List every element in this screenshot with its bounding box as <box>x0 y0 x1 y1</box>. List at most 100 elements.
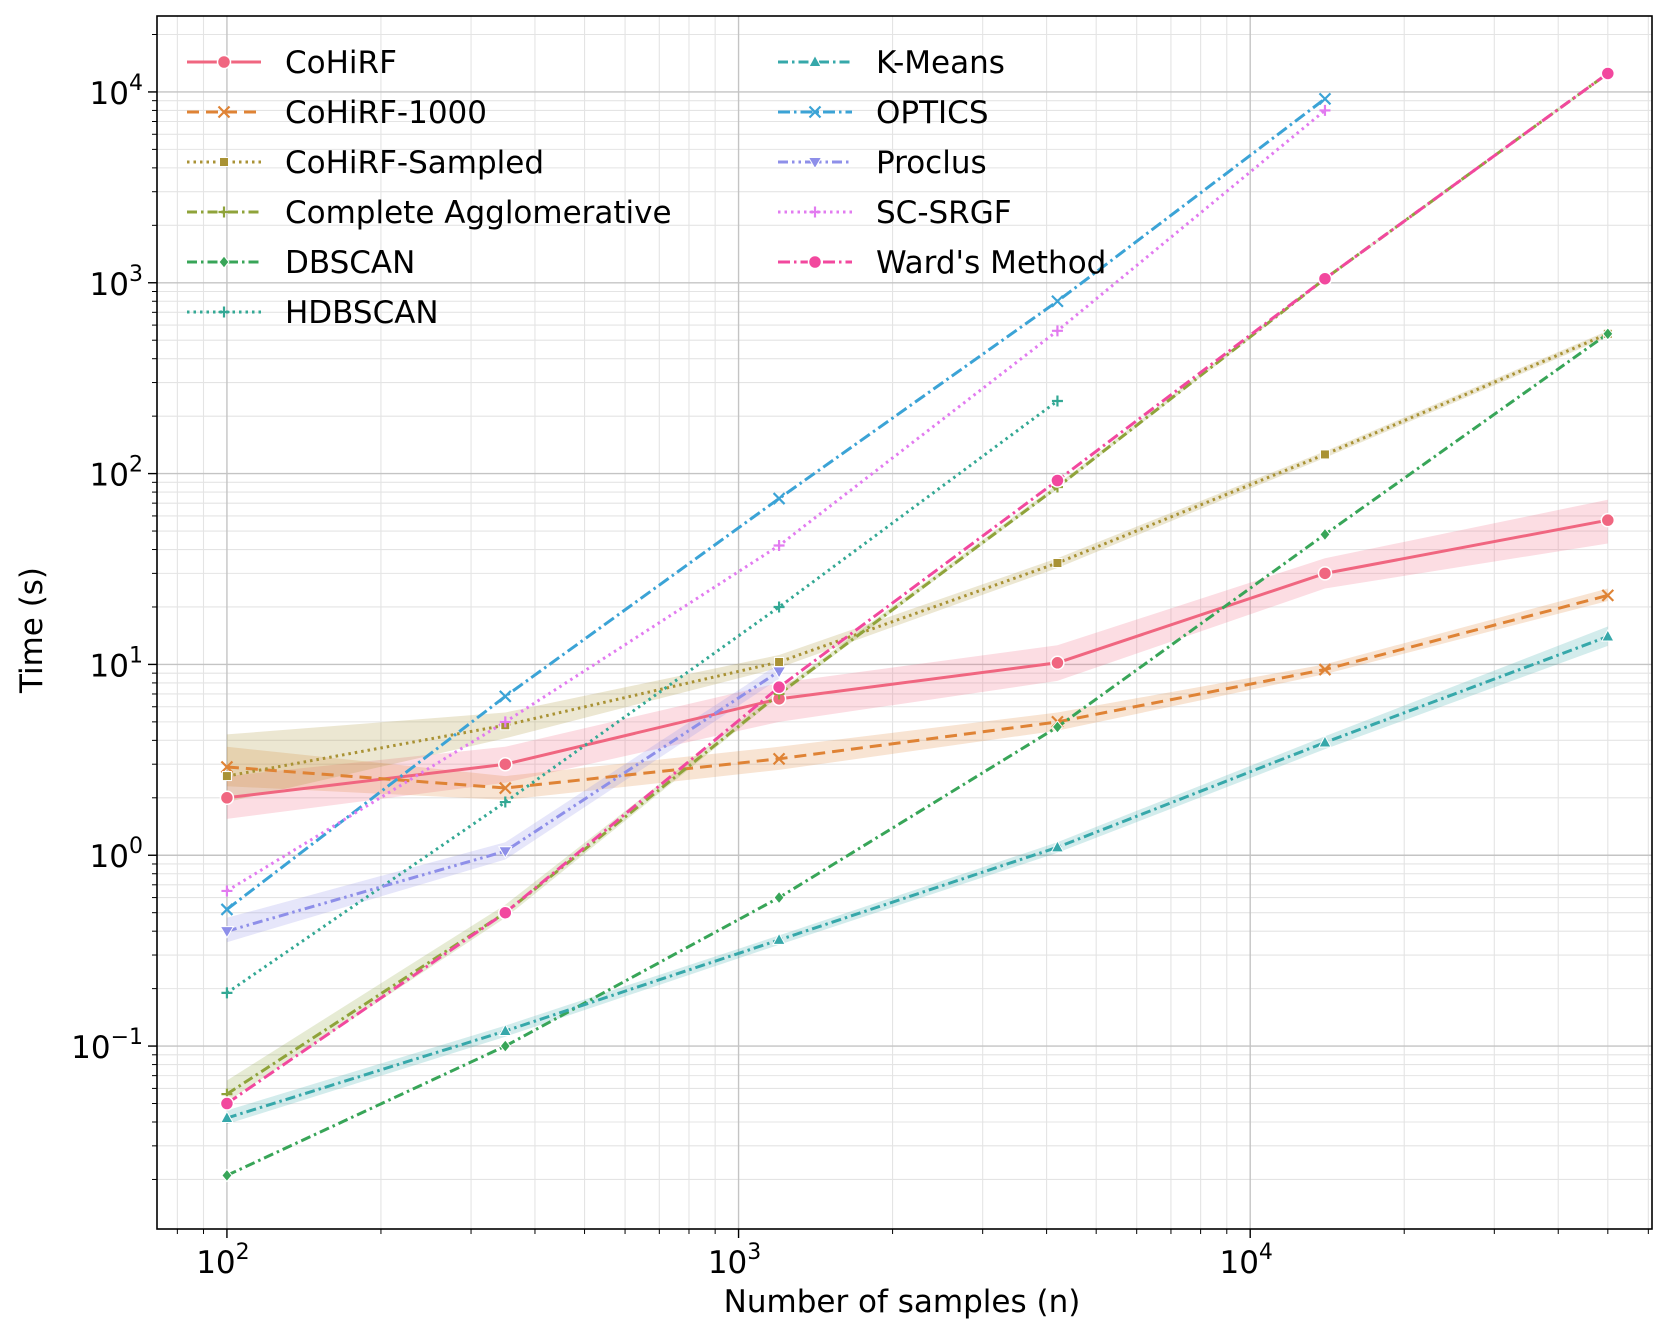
point-ward-s-method <box>219 1096 235 1111</box>
series-line-cohirf-1000 <box>226 593 1609 790</box>
series-line-dbscan <box>226 332 1609 1177</box>
x-axis-label: Number of samples (n) <box>724 1284 1081 1320</box>
point-dbscan <box>1051 720 1064 734</box>
legend-label-ward-s-method: Ward's Method <box>876 245 1106 281</box>
point-sc-srgf <box>221 885 233 897</box>
legend-item-proclus: Proclus <box>778 145 987 181</box>
series-line-k-means <box>226 635 1609 1120</box>
legend-label-sc-srgf: SC-SRGF <box>876 195 1012 231</box>
legend-label-hdbscan: HDBSCAN <box>285 295 439 331</box>
legend-marker-proclus <box>807 157 823 170</box>
point-cohirf-sampled <box>774 656 785 667</box>
point-ward-s-method <box>1050 473 1065 488</box>
legend-label-cohirf-1000: CoHiRF-1000 <box>285 95 487 131</box>
point-k-means <box>498 1023 513 1036</box>
legend-marker-hdbscan <box>218 306 230 318</box>
legend-item-dbscan: DBSCAN <box>187 245 415 281</box>
point-k-means <box>1600 628 1615 642</box>
legend-label-optics: OPTICS <box>876 95 989 131</box>
y-tick-label-exponent: 2 <box>129 453 143 478</box>
y-tick-label: 10−1 <box>71 1025 143 1066</box>
y-tick-label-base: 10 <box>90 76 129 112</box>
point-ward-s-method <box>1317 271 1333 286</box>
point-cohirf-sampled <box>221 771 232 782</box>
point-k-means <box>1318 734 1332 748</box>
point-cohirf-1000 <box>1601 589 1615 602</box>
point-k-means <box>220 1110 234 1123</box>
point-cohirf <box>1317 566 1333 581</box>
point-cohirf-sampled <box>1319 449 1330 460</box>
point-optics <box>1318 92 1332 106</box>
point-hdbscan <box>499 796 511 808</box>
y-tick-label-base: 10 <box>90 267 129 303</box>
x-tick-label: 104 <box>1219 1240 1272 1281</box>
series-line-optics <box>225 97 1326 911</box>
point-cohirf <box>1050 655 1065 671</box>
legend-marker-sc-srgf <box>809 206 821 218</box>
series-line-hdbscan <box>226 399 1059 995</box>
series-lines <box>225 72 1609 1177</box>
legend-marker-dbscan <box>218 255 230 269</box>
point-hdbscan <box>221 987 233 999</box>
x-tick-label-exponent: 4 <box>1259 1240 1273 1265</box>
point-cohirf <box>498 756 513 772</box>
point-optics <box>772 492 786 505</box>
x-axis-ticks: 102 103 104 <box>176 1229 1649 1281</box>
point-ward-s-method <box>1600 66 1616 81</box>
legend-label-complete-agglomerative: Complete Agglomerative <box>285 195 672 231</box>
y-tick-label-exponent: 0 <box>129 834 143 859</box>
y-tick-label-exponent: −1 <box>111 1025 143 1050</box>
y-tick-label-exponent: 4 <box>129 71 143 96</box>
y-tick-label: 103 <box>90 262 143 303</box>
point-optics <box>1051 294 1064 308</box>
legend-label-k-means: K-Means <box>876 45 1005 81</box>
legend-item-ward-s-method: Ward's Method <box>778 245 1106 281</box>
series-line-cohirf <box>226 518 1609 800</box>
point-optics <box>499 690 512 703</box>
series-line-cohirf-sampled <box>226 332 1609 778</box>
legend-marker-complete-agglomerative <box>218 206 230 218</box>
legend-marker-optics <box>808 105 822 119</box>
legend-label-cohirf-sampled: CoHiRF-Sampled <box>285 145 544 181</box>
y-tick-label-base: 10 <box>90 458 129 494</box>
series-line-ward-s-method <box>226 72 1609 1105</box>
series-line-proclus <box>226 670 780 933</box>
point-ward-s-method <box>498 905 513 920</box>
series-line-complete-agglomerative <box>226 72 1609 1096</box>
point-dbscan <box>773 890 785 905</box>
x-tick-label: 102 <box>196 1240 249 1281</box>
legend-item-optics: OPTICS <box>778 95 989 131</box>
point-proclus <box>497 846 513 859</box>
series-markers <box>219 66 1616 1183</box>
y-tick-label-base: 10 <box>71 1030 110 1066</box>
legend-item-cohirf-1000: CoHiRF-1000 <box>187 95 487 131</box>
point-proclus <box>219 926 235 939</box>
legend-label-proclus: Proclus <box>876 145 987 181</box>
x-tick-label: 103 <box>708 1240 761 1281</box>
point-cohirf <box>1600 512 1616 528</box>
legend-label-cohirf: CoHiRF <box>285 45 397 81</box>
point-cohirf <box>219 790 235 806</box>
legend-item-cohirf: CoHiRF <box>187 45 397 81</box>
point-dbscan <box>221 1168 233 1183</box>
y-tick-label: 101 <box>90 643 143 684</box>
legend-item-hdbscan: HDBSCAN <box>187 295 439 331</box>
legend-marker-k-means <box>808 54 822 67</box>
legend-item-sc-srgf: SC-SRGF <box>778 195 1012 231</box>
point-hdbscan <box>773 601 785 613</box>
point-k-means <box>1050 839 1065 853</box>
point-sc-srgf <box>499 716 511 728</box>
x-tick-label-exponent: 2 <box>236 1240 250 1265</box>
legend-marker-cohirf-sampled <box>219 157 229 167</box>
point-ward-s-method <box>771 679 787 695</box>
point-hdbscan <box>1051 395 1063 407</box>
y-tick-label: 102 <box>90 453 143 494</box>
point-k-means <box>772 932 786 945</box>
point-dbscan <box>1319 527 1331 542</box>
legend-marker-cohirf-1000 <box>217 105 231 119</box>
y-tick-label-base: 10 <box>90 648 129 684</box>
band-cohirf-sampled <box>226 330 1608 803</box>
point-cohirf-1000 <box>1318 663 1332 676</box>
